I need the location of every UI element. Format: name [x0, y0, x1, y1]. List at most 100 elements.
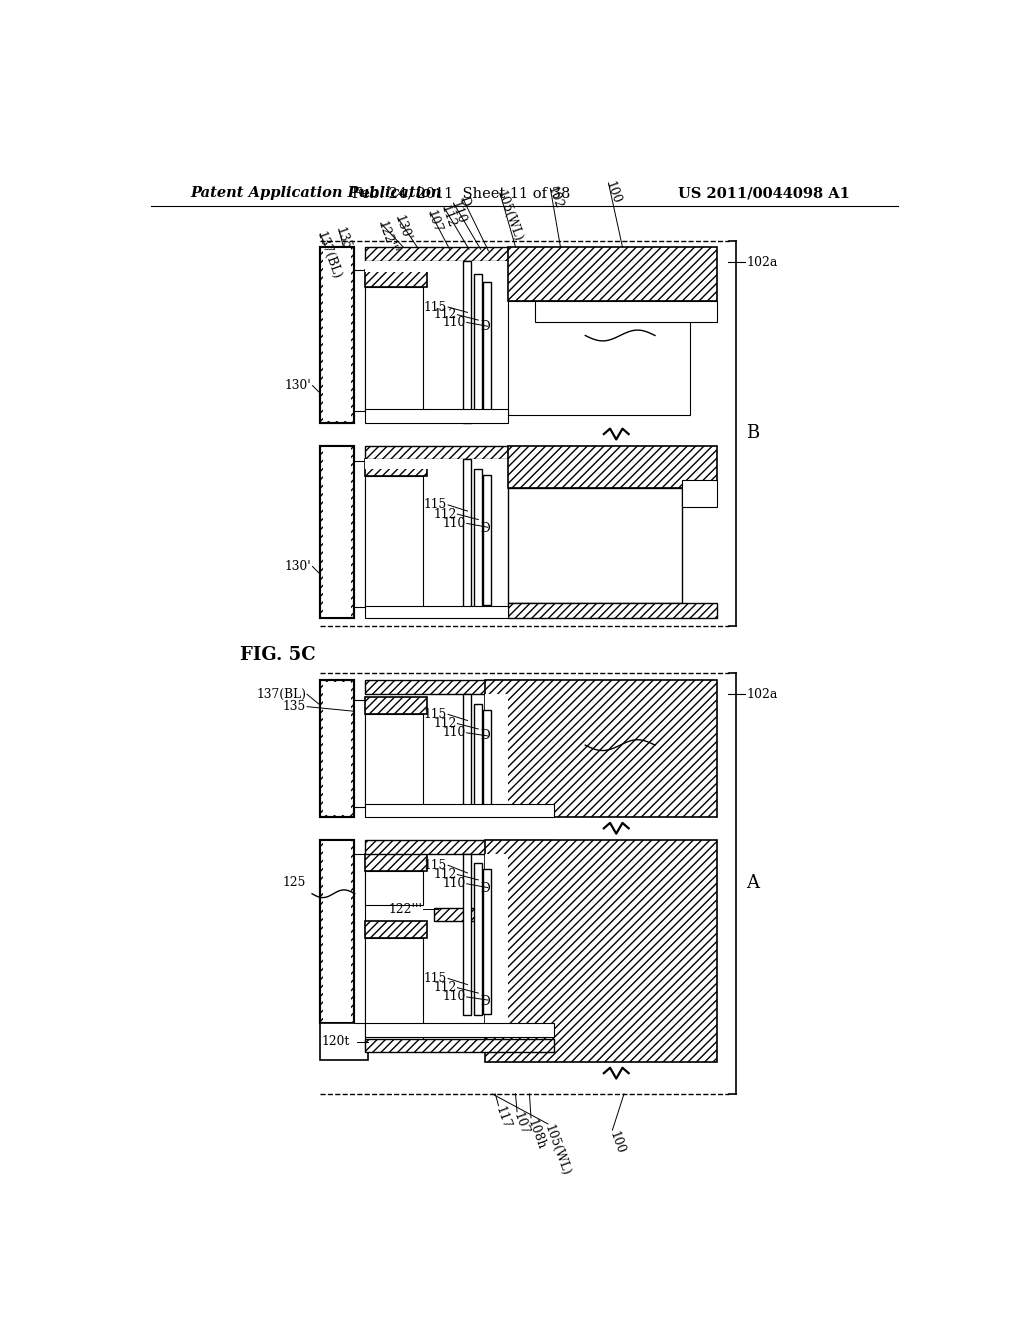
Text: 110: 110: [442, 990, 466, 1003]
Bar: [366, 446, 508, 459]
Text: 100: 100: [606, 1130, 627, 1156]
Text: US 2011/0044098 A1: US 2011/0044098 A1: [678, 186, 850, 201]
Text: 110: 110: [447, 199, 468, 226]
Bar: [324, 682, 351, 816]
Bar: [354, 461, 366, 607]
Bar: [366, 247, 508, 261]
Bar: [354, 700, 366, 807]
Bar: [508, 603, 717, 618]
Text: 125: 125: [283, 875, 306, 888]
Bar: [483, 281, 492, 411]
Bar: [483, 710, 492, 807]
Text: 115: 115: [424, 708, 447, 721]
Bar: [366, 409, 508, 422]
Text: D: D: [457, 194, 472, 209]
Text: A: A: [746, 874, 760, 892]
Bar: [354, 271, 366, 411]
Bar: [321, 1023, 369, 1060]
Text: 102a: 102a: [746, 256, 778, 269]
Text: 115: 115: [424, 859, 447, 871]
Text: 112: 112: [433, 869, 457, 880]
Bar: [366, 271, 427, 286]
Bar: [508, 247, 717, 301]
Bar: [324, 447, 351, 616]
Text: 107: 107: [511, 1111, 531, 1138]
Bar: [484, 681, 717, 817]
Bar: [366, 606, 508, 618]
Text: 110: 110: [442, 517, 466, 529]
Text: FIG. 5C: FIG. 5C: [241, 645, 316, 664]
Bar: [366, 854, 427, 871]
Text: 105(WL): 105(WL): [494, 189, 524, 244]
Text: 112: 112: [433, 717, 457, 730]
Text: 115: 115: [424, 301, 447, 314]
Text: B: B: [746, 424, 760, 442]
Bar: [484, 854, 508, 1023]
Bar: [463, 694, 471, 809]
Text: 100: 100: [602, 180, 623, 206]
Text: 112: 112: [433, 508, 457, 520]
Bar: [483, 475, 492, 605]
Text: 112: 112: [438, 203, 459, 230]
Text: 110: 110: [442, 878, 466, 890]
Bar: [535, 301, 717, 322]
Text: Feb. 24, 2011  Sheet 11 of 38: Feb. 24, 2011 Sheet 11 of 38: [352, 186, 570, 201]
Bar: [484, 694, 508, 809]
Text: 130': 130': [285, 560, 311, 573]
Bar: [366, 871, 423, 906]
Text: D: D: [480, 319, 490, 333]
Text: 130': 130': [391, 214, 413, 243]
Text: 112: 112: [433, 981, 457, 994]
Bar: [321, 840, 354, 1023]
Bar: [366, 840, 554, 854]
Bar: [463, 261, 471, 422]
Text: 122''': 122''': [388, 903, 423, 916]
Bar: [508, 446, 717, 488]
Bar: [321, 681, 354, 817]
Bar: [366, 261, 508, 272]
Text: Patent Application Publication: Patent Application Publication: [190, 186, 441, 201]
Bar: [474, 275, 482, 411]
Text: D: D: [480, 995, 490, 1008]
Text: D: D: [480, 882, 490, 895]
Bar: [463, 854, 471, 1015]
Bar: [366, 1039, 554, 1052]
Bar: [366, 286, 423, 411]
Text: 117: 117: [493, 1105, 512, 1131]
Text: D: D: [480, 730, 490, 742]
Bar: [321, 681, 354, 817]
Text: 135: 135: [333, 226, 353, 252]
Text: 115: 115: [424, 972, 447, 985]
Text: 137(BL): 137(BL): [256, 688, 306, 701]
Bar: [434, 908, 477, 921]
Text: 120t: 120t: [322, 1035, 350, 1048]
Bar: [484, 840, 717, 1061]
Bar: [321, 446, 354, 618]
Bar: [354, 854, 366, 1023]
Text: 107: 107: [424, 209, 444, 235]
Bar: [508, 488, 682, 603]
Bar: [366, 477, 423, 607]
Text: 110: 110: [442, 726, 466, 739]
Bar: [366, 697, 427, 714]
Bar: [324, 248, 351, 421]
Text: 122''': 122''': [375, 219, 398, 256]
Bar: [366, 681, 554, 694]
Bar: [483, 869, 492, 1014]
Text: 115: 115: [424, 499, 447, 511]
Bar: [474, 469, 482, 607]
Text: 102a: 102a: [746, 688, 778, 701]
Bar: [321, 247, 354, 422]
Text: 102: 102: [545, 185, 564, 211]
Bar: [321, 840, 354, 1023]
Text: 108h: 108h: [525, 1117, 548, 1151]
Text: 110: 110: [442, 315, 466, 329]
Bar: [366, 459, 427, 477]
Text: D: D: [480, 521, 490, 535]
Text: 137(BL): 137(BL): [314, 230, 343, 281]
Bar: [508, 301, 690, 414]
Text: 112: 112: [433, 308, 457, 321]
Bar: [474, 863, 482, 1015]
Bar: [366, 921, 427, 937]
Bar: [366, 459, 508, 469]
